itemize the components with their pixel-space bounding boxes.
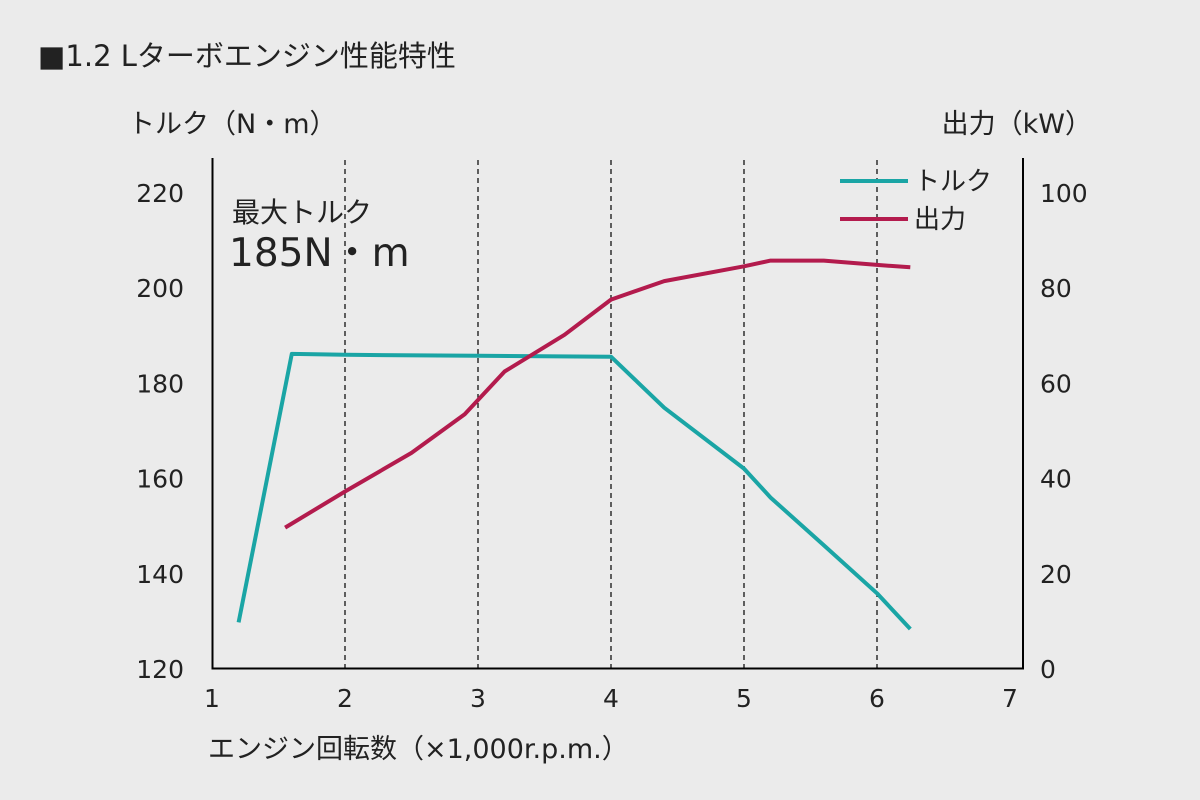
series-lines xyxy=(236,258,912,631)
chart-title: ■1.2 Lターボエンジン性能特性 xyxy=(38,39,456,73)
x-tick-label-5: 5 xyxy=(736,684,752,713)
left-tick-label-200: 200 xyxy=(136,274,184,303)
right-tick-label-60: 60 xyxy=(1040,369,1072,398)
x-tick-labels: 1 2 3 4 5 6 7 xyxy=(204,684,1018,713)
x-tick-label-6: 6 xyxy=(869,684,885,713)
left-tick-labels: 120 140 160 180 200 220 xyxy=(136,179,184,684)
right-tick-label-80: 80 xyxy=(1040,274,1072,303)
left-tick-label-140: 140 xyxy=(136,560,184,589)
right-axis-label: 出力（kW） xyxy=(942,109,1092,140)
x-tick-label-3: 3 xyxy=(470,684,486,713)
x-tick-label-2: 2 xyxy=(337,684,353,713)
annotation-value: 185N・m xyxy=(229,231,410,276)
left-tick-label-220: 220 xyxy=(136,179,184,208)
legend-label-1: トルク xyxy=(914,167,992,197)
right-tick-label-40: 40 xyxy=(1040,465,1072,494)
right-tick-label-20: 20 xyxy=(1040,560,1072,589)
left-tick-label-180: 180 xyxy=(136,369,184,398)
legend-label-2: 出力 xyxy=(914,205,966,235)
annotation-label: 最大トルク xyxy=(232,196,372,229)
left-tick-label-120: 120 xyxy=(136,655,184,684)
grid-lines xyxy=(344,160,878,668)
right-tick-labels: 0 20 40 60 80 100 xyxy=(1040,179,1088,684)
right-tick-label-100: 100 xyxy=(1040,179,1088,208)
x-tick-label-7: 7 xyxy=(1002,684,1018,713)
x-axis-label: エンジン回転数（×1,000r.p.m.） xyxy=(208,734,629,765)
left-tick-label-160: 160 xyxy=(136,465,184,494)
series-line-2 xyxy=(284,258,911,530)
series-line-1 xyxy=(236,351,912,631)
x-tick-label-1: 1 xyxy=(204,684,220,713)
x-tick-label-4: 4 xyxy=(603,684,619,713)
left-axis-label: トルク（N・m） xyxy=(128,109,337,140)
right-tick-label-0: 0 xyxy=(1040,655,1056,684)
